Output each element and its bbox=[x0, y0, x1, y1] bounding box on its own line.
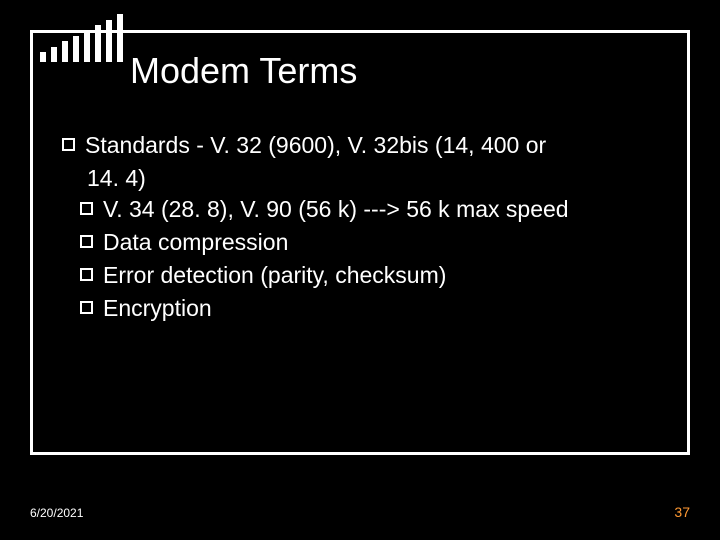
list-item-text: Error detection (parity, checksum) bbox=[103, 260, 662, 291]
decorative-bars bbox=[40, 14, 123, 62]
bullet-box-icon bbox=[80, 301, 93, 314]
bar-icon bbox=[117, 14, 123, 62]
list-item: Standards - V. 32 (9600), V. 32bis (14, … bbox=[62, 130, 662, 161]
list-item-text: Data compression bbox=[103, 227, 662, 258]
bullet-box-icon bbox=[80, 268, 93, 281]
list-item: Encryption bbox=[62, 293, 662, 324]
bullet-box-icon bbox=[62, 138, 75, 151]
footer-date: 6/20/2021 bbox=[30, 506, 83, 520]
bar-icon bbox=[62, 41, 68, 62]
list-item-text: V. 34 (28. 8), V. 90 (56 k) ---> 56 k ma… bbox=[103, 194, 662, 225]
list-item: Data compression bbox=[62, 227, 662, 258]
bullet-list: Standards - V. 32 (9600), V. 32bis (14, … bbox=[62, 130, 662, 326]
bar-icon bbox=[51, 47, 57, 62]
list-item-text: Standards - V. 32 (9600), V. 32bis (14, … bbox=[85, 130, 662, 161]
slide: Modem Terms Standards - V. 32 (9600), V.… bbox=[0, 0, 720, 540]
bullet-box-icon bbox=[80, 235, 93, 248]
bullet-box-icon bbox=[80, 202, 93, 215]
bar-icon bbox=[84, 30, 90, 62]
bar-icon bbox=[73, 36, 79, 62]
list-item-text: Encryption bbox=[103, 293, 662, 324]
list-item: V. 34 (28. 8), V. 90 (56 k) ---> 56 k ma… bbox=[62, 194, 662, 225]
slide-title: Modem Terms bbox=[130, 50, 357, 92]
list-item-continuation: 14. 4) bbox=[87, 163, 662, 194]
bar-icon bbox=[40, 52, 46, 62]
bar-icon bbox=[106, 20, 112, 62]
bar-icon bbox=[95, 25, 101, 62]
footer-page-number: 37 bbox=[674, 504, 690, 520]
list-item: Error detection (parity, checksum) bbox=[62, 260, 662, 291]
